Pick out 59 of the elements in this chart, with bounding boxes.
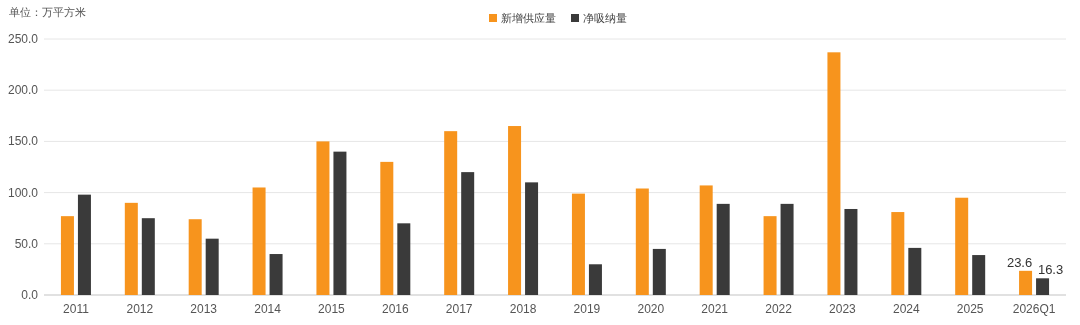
bar: [716, 203, 730, 295]
bar: [188, 219, 202, 295]
x-tick-label: 2023: [829, 302, 857, 316]
x-tick-label: 2019: [573, 302, 601, 316]
y-tick-label: 150.0: [7, 134, 39, 149]
bar: [252, 187, 266, 295]
x-tick-label: 2024: [892, 302, 920, 316]
bar: [1019, 270, 1033, 295]
x-tick-label: 2012: [126, 302, 154, 316]
text: 单位：万平方米: [9, 6, 86, 18]
bar: [699, 185, 713, 295]
y-tick-label: 50.0: [14, 236, 39, 251]
bar: [1036, 278, 1050, 295]
x-tick-label: 2017: [445, 302, 473, 316]
x-tick-label: 2015: [318, 302, 346, 316]
x-tick-label: 2026Q1: [1012, 302, 1056, 316]
y-tick-label: 250.0: [7, 32, 39, 46]
bar: [205, 238, 219, 295]
bar: [525, 182, 539, 295]
legend-label: 净吸纳量: [583, 12, 627, 24]
bar: [269, 254, 283, 295]
x-tick-label: 2021: [701, 302, 729, 316]
bar: [763, 216, 777, 295]
bar: [588, 264, 602, 295]
bar: [844, 208, 858, 295]
x-tick-label: 2025: [956, 302, 984, 316]
bar: [141, 218, 155, 295]
x-tick-label: 2020: [637, 302, 665, 316]
x-tick-label: 2016: [381, 302, 409, 316]
x-tick-label: 2018: [509, 302, 537, 316]
bar: [444, 131, 458, 295]
bar: [124, 202, 138, 295]
bar: [635, 188, 649, 295]
bar: [972, 255, 986, 295]
legend-label: 新增供应量: [501, 12, 556, 24]
bar: [891, 212, 905, 295]
data-label: 23.6: [1006, 254, 1033, 270]
y-tick-label: 100.0: [7, 185, 39, 200]
bar: [571, 193, 585, 295]
x-tick-label: 2011: [63, 302, 90, 316]
bar: [77, 194, 91, 295]
x-tick-label: 2013: [190, 302, 218, 316]
bar: [827, 52, 841, 295]
bar: [508, 126, 522, 295]
bar: [908, 247, 922, 295]
x-tick-label: 2014: [254, 302, 282, 316]
data-label: 16.3: [1037, 262, 1064, 278]
bar: [652, 248, 666, 295]
bar: [333, 151, 347, 295]
bar: [60, 216, 74, 295]
bar: [380, 161, 394, 295]
y-tick-label: 0.0: [21, 288, 39, 302]
bar: [955, 197, 969, 295]
bar: [780, 203, 794, 295]
bar: [461, 172, 475, 295]
y-tick-label: 200.0: [7, 83, 39, 98]
x-tick-label: 2022: [765, 302, 793, 316]
bar: [397, 223, 411, 295]
bar: [316, 141, 330, 295]
